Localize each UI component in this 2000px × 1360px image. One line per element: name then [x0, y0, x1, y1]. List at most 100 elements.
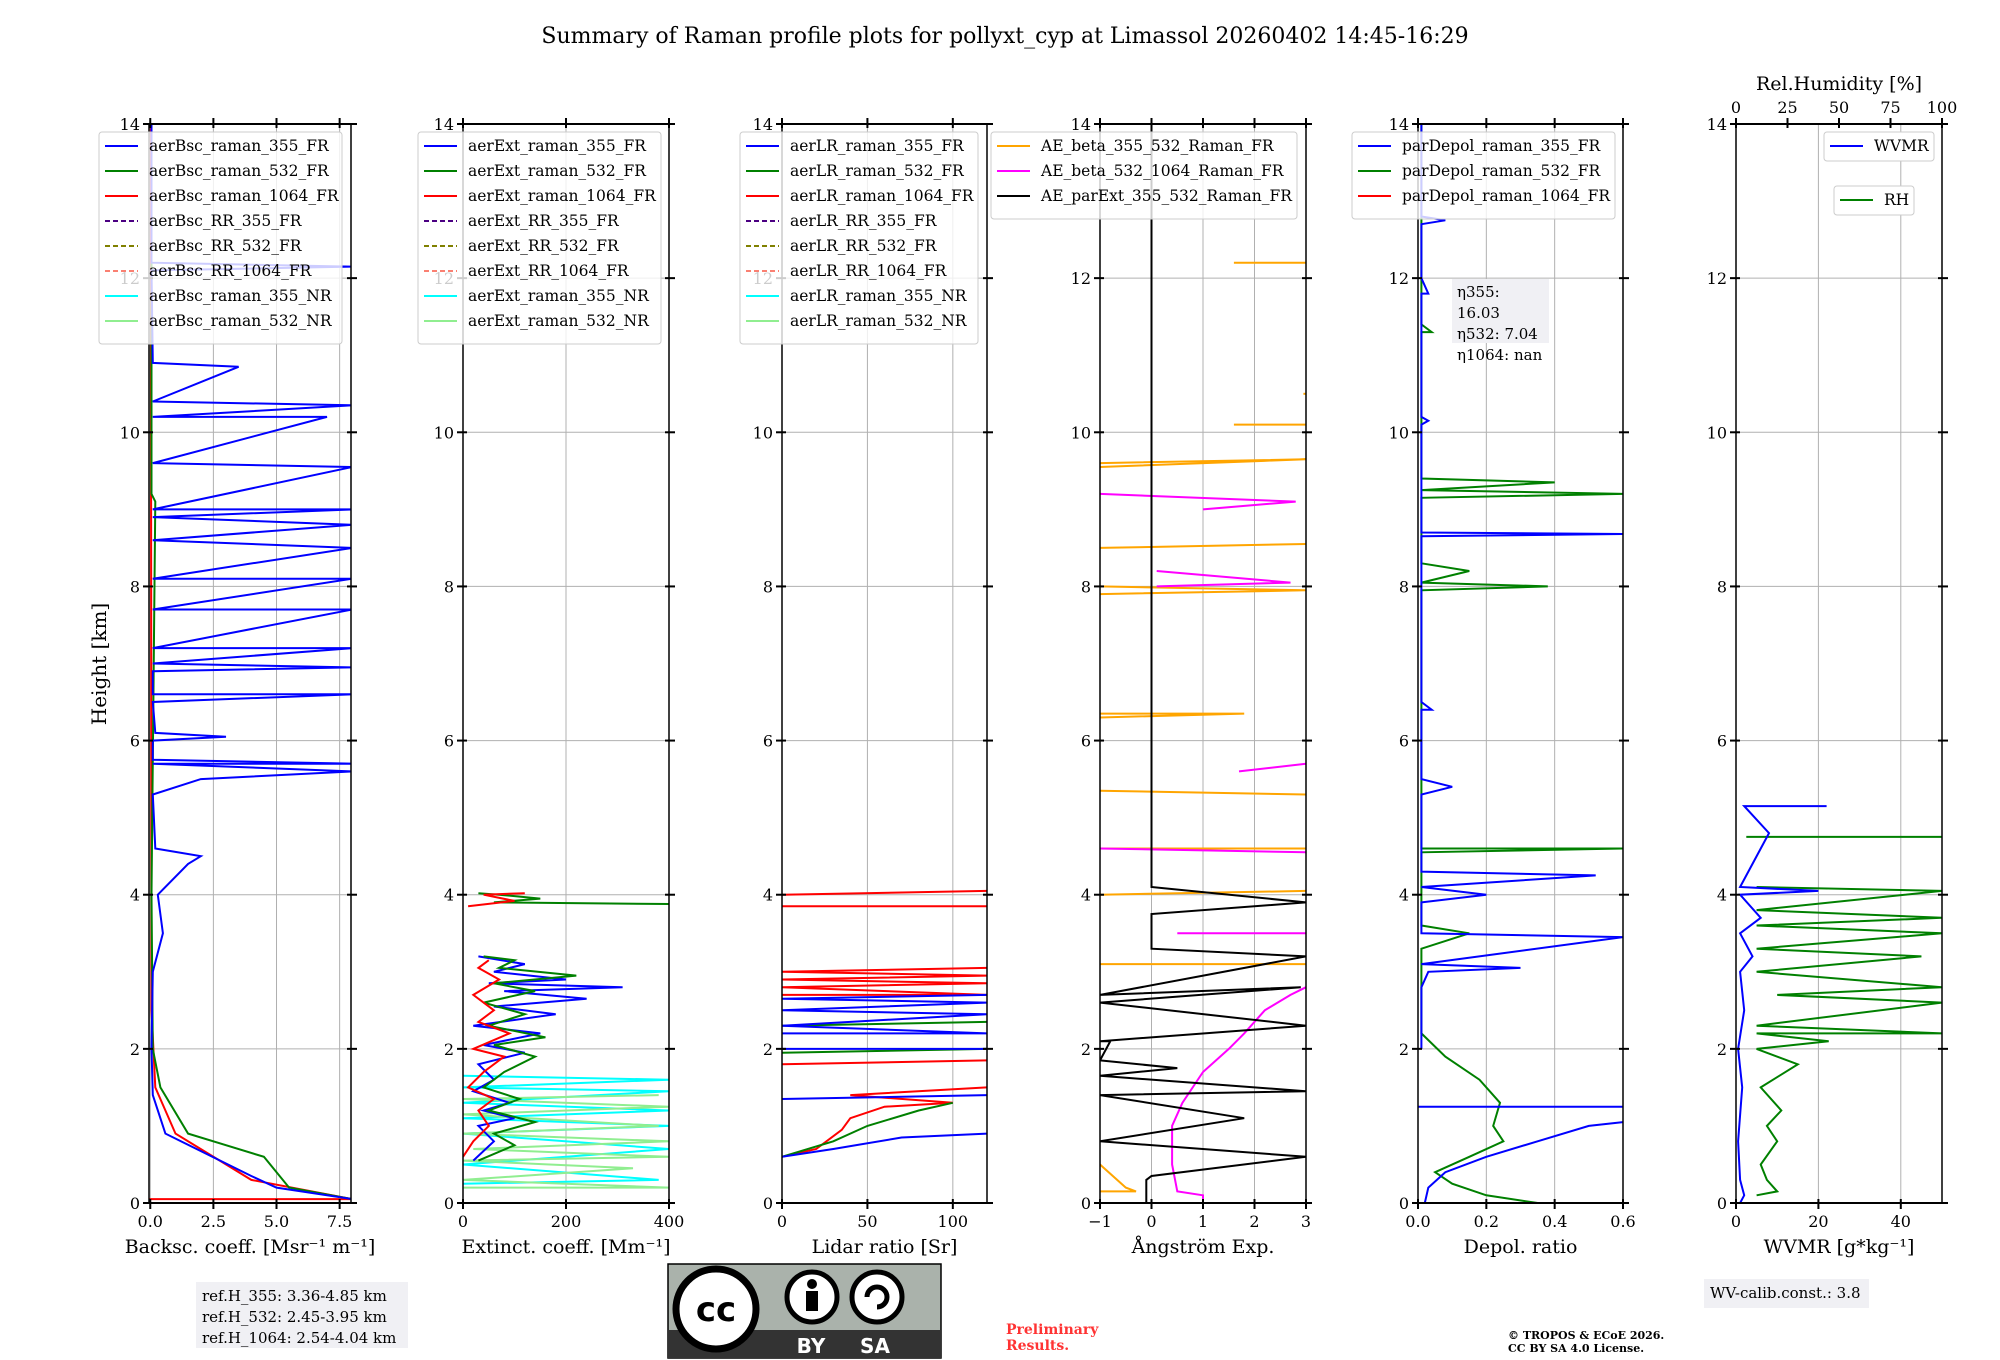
series-WVMR [1737, 805, 1827, 1203]
series-aerExt_raman_532_FR [478, 955, 577, 1162]
x-tick-label: 3 [1301, 1212, 1311, 1231]
ref-h-355: ref.H_355: 3.36-4.85 km [202, 1287, 387, 1305]
panel-2: 024681012140200400Extinct. coeff. [Mm⁻¹]… [417, 115, 685, 1258]
legend-label: AE_beta_355_532_Raman_FR [1040, 137, 1275, 155]
legend: aerBsc_raman_355_FR aerBsc_raman_532_FRae… [98, 131, 343, 345]
top-x-tick-label: 75 [1880, 98, 1900, 117]
legend-label: aerBsc_raman_355_FR [149, 137, 330, 155]
y-tick-label: 10 [434, 423, 454, 442]
panel-3: 02468101214050100Lidar ratio [Sr]aerLR_r… [739, 115, 993, 1258]
legend-label: aerLR_RR_1064_FR [790, 262, 948, 280]
series-aerLR_raman_532_FR [782, 1101, 954, 1158]
y-tick-label: 14 [753, 115, 773, 134]
y-tick-label: 6 [130, 732, 140, 751]
x-tick-label: −1 [1088, 1212, 1112, 1231]
y-tick-label: 12 [1071, 269, 1091, 288]
wv-calib-const: WV-calib.const.: 3.8 [1710, 1284, 1861, 1302]
top-x-tick-label: 100 [1927, 98, 1958, 117]
svg-text:BY: BY [797, 1334, 826, 1358]
legend-box [417, 131, 662, 345]
cc-by-sa-logo: cc BY SA [667, 1263, 942, 1359]
series-AE_beta_355_532_Raman_FR [1100, 458, 1306, 468]
legend-label: WVMR [1874, 137, 1930, 155]
legend-label: AE_parExt_355_532_Raman_FR [1040, 187, 1293, 205]
y-tick-label: 0 [1399, 1194, 1409, 1213]
legend-label: aerLR_raman_532_FR [790, 162, 965, 180]
y-tick-label: 10 [120, 423, 140, 442]
legend-rh: RH [1833, 185, 1915, 216]
series-aerLR_raman_355_FR [782, 1094, 987, 1100]
series-aerBsc_raman_532_FR [150, 124, 351, 1200]
legend-label: aerLR_raman_355_FR [790, 137, 965, 155]
eta-1064: η1064: nan [1457, 346, 1543, 364]
series-aerLR_raman_355_FR [782, 993, 987, 1035]
x-axis-label: Ångström Exp. [1131, 1236, 1275, 1258]
y-tick-label: 4 [130, 886, 140, 905]
y-tick-label: 14 [1071, 115, 1091, 134]
legend-label: parDepol_raman_355_FR [1402, 137, 1602, 155]
legend-label: aerBsc_raman_355_NR [149, 287, 333, 305]
y-tick-label: 2 [1081, 1040, 1091, 1059]
legend-label: RH [1884, 191, 1909, 209]
reference-height-box: ref.H_355: 3.36-4.85 km ref.H_532: 2.45-… [196, 1282, 408, 1348]
x-tick-label: 0.0 [138, 1212, 163, 1231]
y-tick-label: 6 [444, 732, 454, 751]
wv-calibration-box: WV-calib.const.: 3.8 [1704, 1279, 1869, 1308]
x-tick-label: 0 [777, 1212, 787, 1231]
legend-label: parDepol_raman_1064_FR [1402, 187, 1611, 205]
legend-box [98, 131, 343, 345]
y-tick-label: 14 [1389, 115, 1409, 134]
y-tick-label: 8 [763, 577, 773, 596]
legend: aerExt_raman_355_FR aerExt_raman_532_FRae… [417, 131, 662, 345]
legend: aerLR_raman_355_FR aerLR_raman_532_FR aerL… [739, 131, 979, 345]
series-aerExt_raman_532_NR [463, 1094, 669, 1189]
top-axis-label: Rel.Humidity [%] [1756, 73, 1922, 95]
legend-label: aerExt_RR_532_FR [468, 237, 620, 255]
legend-label: aerLR_raman_355_NR [790, 287, 968, 305]
figure-title: Summary of Raman profile plots for polly… [541, 24, 1468, 49]
series-parDepol_raman_532_FR [1420, 124, 1623, 1203]
x-tick-label: 7.5 [327, 1212, 352, 1231]
legend-label: aerBsc_RR_1064_FR [149, 262, 313, 280]
x-axis-label: Extinct. coeff. [Mm⁻¹] [461, 1236, 670, 1258]
series-AE_beta_532_1064_Raman_FR [1100, 492, 1296, 511]
eta-532: η532: 7.04 [1457, 325, 1538, 343]
y-tick-label: 0 [444, 1194, 454, 1213]
top-x-tick-label: 25 [1777, 98, 1797, 117]
preliminary-note: Preliminary [1006, 1322, 1099, 1338]
legend-wvmr: WVMR [1823, 131, 1935, 162]
series-AE_beta_532_1064_Raman_FR [1171, 986, 1306, 1203]
x-tick-label: 0 [458, 1212, 468, 1231]
eta-annotation: η355: 16.03 η532: 7.04 η1064: nan [1452, 279, 1549, 364]
series-aerLR_raman_1064_FR [782, 966, 987, 996]
y-tick-label: 14 [434, 115, 454, 134]
x-tick-label: 0.6 [1610, 1212, 1635, 1231]
top-x-tick-label: 50 [1829, 98, 1849, 117]
y-tick-label: 12 [1389, 269, 1409, 288]
x-tick-label: 200 [551, 1212, 582, 1231]
y-tick-label: 2 [1717, 1040, 1727, 1059]
legend-box [1833, 185, 1915, 216]
y-tick-label: 0 [1717, 1194, 1727, 1213]
y-tick-label: 2 [763, 1040, 773, 1059]
series-AE_beta_355_532_Raman_FR [1100, 789, 1306, 796]
legend-label: aerLR_RR_355_FR [790, 212, 938, 230]
y-tick-label: 6 [1081, 732, 1091, 751]
y-tick-label: 4 [1399, 886, 1409, 905]
series-aerLR_raman_1064_FR [782, 889, 987, 896]
legend: parDepol_raman_355_FR parDepol_raman_532_… [1351, 131, 1616, 220]
y-tick-label: 10 [753, 423, 773, 442]
series-aerExt_raman_1064_FR [467, 892, 525, 908]
y-tick-label: 8 [444, 577, 454, 596]
x-tick-label: 400 [654, 1212, 685, 1231]
x-tick-label: 0.0 [1405, 1212, 1430, 1231]
x-axis-label: Backsc. coeff. [Msr⁻¹ m⁻¹] [125, 1236, 376, 1258]
series-AE_beta_532_1064_Raman_FR [1156, 570, 1291, 588]
y-tick-label: 8 [130, 577, 140, 596]
y-tick-label: 10 [1389, 423, 1409, 442]
y-tick-label: 6 [1717, 732, 1727, 751]
legend-box [1351, 131, 1616, 220]
series-AE_beta_355_532_Raman_FR [1100, 712, 1245, 719]
